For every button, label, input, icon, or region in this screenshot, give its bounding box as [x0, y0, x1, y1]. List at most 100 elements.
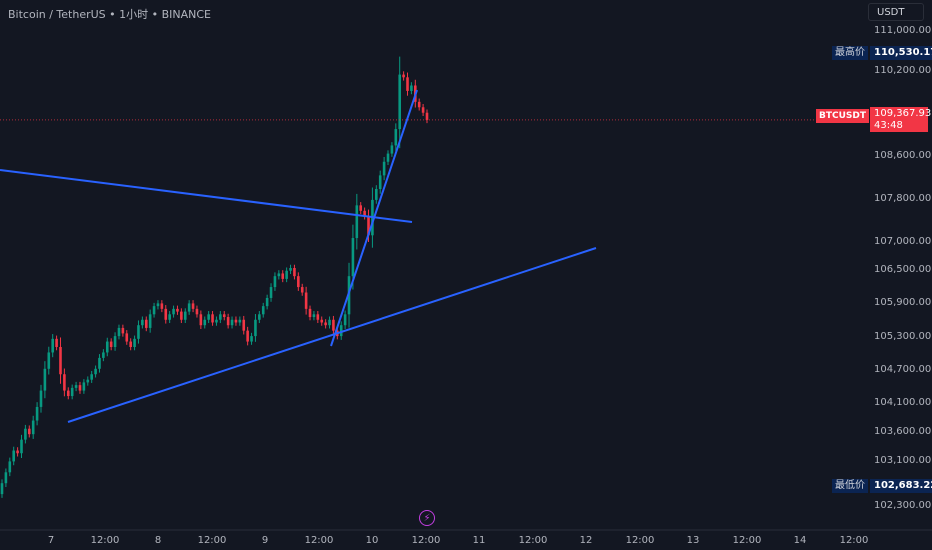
candle-body — [230, 319, 234, 326]
y-tick: 111,000.00 — [874, 25, 932, 36]
candle-body — [180, 311, 183, 320]
candle-body — [183, 311, 187, 320]
x-tick: 12:00 — [839, 535, 869, 546]
x-tick: 11 — [472, 535, 486, 546]
candle-body — [203, 319, 207, 326]
candle-body — [90, 374, 93, 380]
candle-body — [105, 341, 109, 353]
candle-body — [160, 303, 164, 309]
candle-body — [16, 450, 19, 454]
candle-body — [27, 428, 31, 435]
candle-body — [406, 77, 409, 91]
x-tick: 13 — [686, 535, 700, 546]
candle-body — [281, 273, 285, 279]
candle-body — [78, 385, 82, 391]
candle-body — [359, 205, 363, 211]
x-tick: 10 — [365, 535, 379, 546]
candle-body — [308, 308, 312, 318]
low-label: 最低价 — [832, 479, 868, 493]
candle-body — [129, 341, 132, 347]
x-tick: 14 — [793, 535, 807, 546]
candle-body — [47, 352, 51, 369]
candle-body — [152, 306, 156, 315]
low-value: 102,683.22 — [870, 479, 932, 493]
candle-body — [133, 338, 136, 347]
candle-body — [382, 161, 386, 176]
x-tick: 12:00 — [411, 535, 441, 546]
y-tick: 108,600.00 — [874, 150, 932, 161]
lightning-icon[interactable]: ⚡ — [419, 510, 435, 526]
y-tick: 110,200.00 — [874, 65, 932, 76]
candle-body — [31, 420, 35, 435]
candle-body — [199, 314, 203, 326]
y-tick: 102,300.00 — [874, 500, 932, 511]
candle-body — [367, 216, 370, 236]
candle-body — [43, 368, 47, 391]
candle-body — [51, 338, 54, 353]
y-tick: 104,100.00 — [874, 397, 932, 408]
candle-body — [117, 327, 121, 337]
candle-body — [94, 368, 97, 375]
candle-body — [20, 439, 23, 454]
candle-body — [417, 101, 421, 108]
candle-body — [137, 325, 140, 339]
x-tick: 12:00 — [90, 535, 120, 546]
candle-body — [168, 314, 171, 320]
candle-body — [425, 112, 429, 120]
candle-body — [215, 319, 218, 323]
candle-body — [195, 308, 199, 315]
candle-body — [339, 325, 343, 337]
x-tick: 12:00 — [625, 535, 655, 546]
candle-body — [226, 317, 230, 326]
candle-body — [386, 153, 390, 162]
candle-body — [242, 319, 246, 331]
currency-button[interactable]: USDT — [868, 3, 924, 21]
candle-body — [324, 322, 327, 326]
candle-body — [211, 314, 214, 323]
candle-body — [234, 319, 238, 323]
candle-body — [265, 297, 269, 307]
candle-body — [176, 308, 179, 312]
y-tick: 107,000.00 — [874, 236, 932, 247]
high-value: 110,530.17 — [870, 46, 932, 60]
candle-body — [55, 338, 58, 347]
y-tick: 105,300.00 — [874, 331, 932, 342]
candle-body — [39, 390, 43, 407]
current-price-tag: 109,367.93 43:48 — [870, 107, 931, 132]
y-tick: 106,500.00 — [874, 264, 932, 275]
candle-body — [66, 390, 70, 397]
trendline — [67, 247, 597, 423]
x-tick: 8 — [154, 535, 162, 546]
trendline — [0, 169, 413, 223]
candle-body — [187, 303, 191, 312]
candle-body — [297, 276, 300, 288]
candle-body — [390, 145, 394, 154]
x-tick: 12:00 — [197, 535, 227, 546]
candle-body — [164, 308, 168, 320]
candle-body — [273, 276, 277, 288]
candle-body — [113, 336, 117, 347]
candle-body — [63, 374, 66, 391]
x-tick: 12:00 — [518, 535, 548, 546]
high-price-tag: 最高价 110,530.17 — [0, 46, 932, 60]
candle-body — [351, 238, 355, 277]
candle-body — [363, 210, 366, 217]
candle-body — [0, 483, 4, 495]
candle-body — [35, 406, 39, 421]
candle-body — [304, 292, 308, 309]
candle-body — [355, 205, 359, 239]
candle-body — [238, 319, 242, 323]
candle-body — [289, 268, 292, 271]
candle-body — [74, 385, 78, 388]
candle-body — [222, 314, 226, 318]
candle-body — [246, 330, 249, 342]
candle-body — [250, 336, 253, 342]
y-tick: 107,800.00 — [874, 193, 932, 204]
y-tick: 105,900.00 — [874, 297, 932, 308]
y-tick: 104,700.00 — [874, 364, 932, 375]
x-tick: 12:00 — [304, 535, 334, 546]
candle-body — [269, 287, 273, 298]
candle-body — [375, 189, 378, 200]
